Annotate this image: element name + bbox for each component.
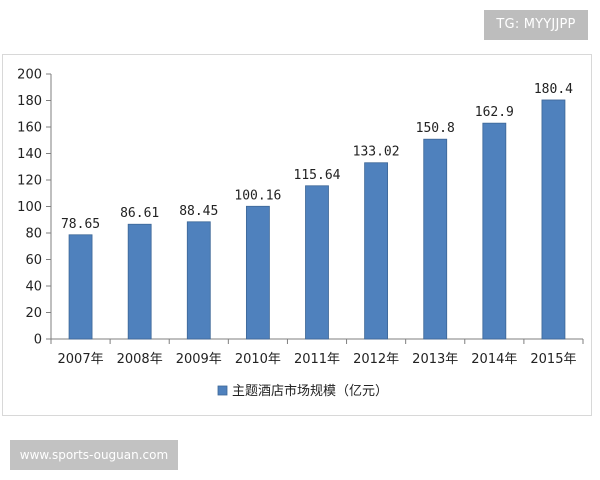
y-tick-label: 40 xyxy=(25,280,42,295)
bar xyxy=(364,162,389,340)
bar xyxy=(423,138,448,340)
legend: 主题酒店市场规模（亿元） xyxy=(217,383,388,399)
x-tick-label: 2014年 xyxy=(471,352,517,367)
bar-value-label: 180.4 xyxy=(534,82,573,97)
y-tick-label: 140 xyxy=(17,147,42,162)
bar xyxy=(127,223,152,340)
y-axis: 0 20 40 60 80 100 120 140 160 180 200 xyxy=(17,68,52,348)
bar xyxy=(245,205,270,340)
x-tick-label: 2007年 xyxy=(58,352,104,367)
x-tick-label: 2009年 xyxy=(176,352,222,367)
y-tick-label: 20 xyxy=(25,306,42,321)
bar xyxy=(186,221,211,340)
watermark-top: TG: MYYJJPP xyxy=(484,10,588,40)
bar-value-label: 150.8 xyxy=(416,121,455,136)
y-tick-label: 100 xyxy=(17,200,42,215)
bar-value-label: 100.16 xyxy=(234,188,281,203)
bar-value-label: 86.61 xyxy=(120,206,159,221)
watermark-bottom: www.sports-ouguan.com xyxy=(10,440,178,470)
legend-label: 主题酒店市场规模（亿元） xyxy=(232,383,388,399)
bar xyxy=(68,234,93,340)
y-tick-label: 0 xyxy=(34,333,42,348)
legend-swatch xyxy=(217,385,228,396)
data-labels: 78.65 86.61 88.45 100.16 115.64 133.02 150.8 16… xyxy=(61,82,573,232)
x-tick-label: 2008年 xyxy=(117,352,163,367)
x-axis: 2007年 2008年 2009年 2010年 2011年 2012年 2013年 2014年… xyxy=(50,338,584,367)
y-tick-label: 160 xyxy=(17,121,42,136)
x-tick-label: 2012年 xyxy=(353,352,399,367)
bars xyxy=(68,99,566,340)
x-tick-label: 2011年 xyxy=(294,352,340,367)
bar-value-label: 88.45 xyxy=(179,204,218,219)
y-tick-label: 60 xyxy=(25,253,42,268)
y-tick-label: 120 xyxy=(17,174,42,189)
x-tick-label: 2013年 xyxy=(412,352,458,367)
y-tick-label: 200 xyxy=(17,68,42,83)
bar xyxy=(305,185,329,340)
x-tick-label: 2010年 xyxy=(235,352,281,367)
bar xyxy=(482,122,507,340)
bar-value-label: 78.65 xyxy=(61,217,100,232)
bar-value-label: 115.64 xyxy=(294,168,341,183)
x-tick-label: 2015年 xyxy=(530,352,576,367)
y-tick-label: 80 xyxy=(25,227,42,242)
bar-value-label: 133.02 xyxy=(353,145,400,160)
bar-value-label: 162.9 xyxy=(475,105,514,120)
y-tick-label: 180 xyxy=(17,94,42,109)
bar xyxy=(541,99,566,340)
